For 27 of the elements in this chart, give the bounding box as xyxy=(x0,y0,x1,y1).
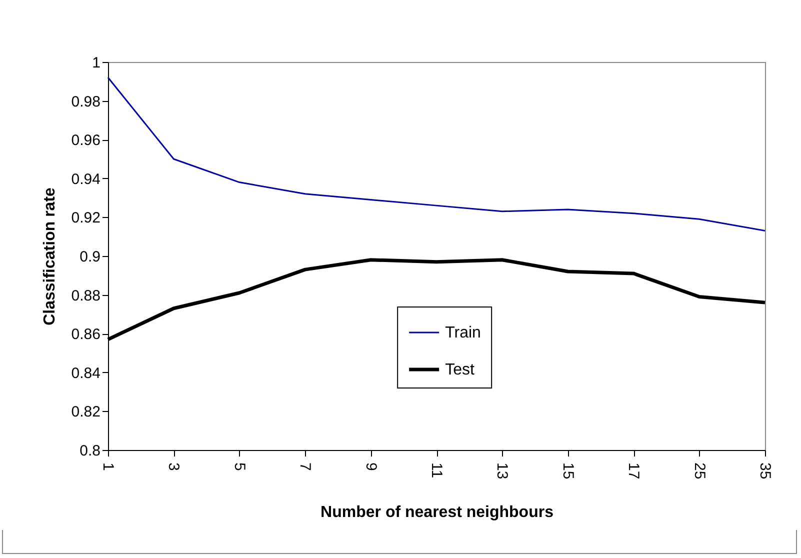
y-tick-label: 0.8 xyxy=(80,442,100,460)
x-tick-label: 15 xyxy=(559,462,576,480)
x-tick-label: 25 xyxy=(690,462,708,480)
x-tick-label: 35 xyxy=(756,462,774,480)
x-tick-label: 3 xyxy=(165,462,182,471)
y-tick-label: 0.96 xyxy=(71,132,100,150)
line-series xyxy=(107,76,766,232)
x-tick-label: 5 xyxy=(230,462,248,471)
x-tick-label: 13 xyxy=(494,462,511,480)
x-tick-label: 11 xyxy=(428,462,445,478)
y-tick-label: 0.88 xyxy=(71,287,100,304)
y-tick-label: 0.9 xyxy=(80,248,100,266)
x-tick-label: 17 xyxy=(625,462,642,480)
y-tick-label: 0.94 xyxy=(71,170,100,188)
y-tick-label: 0.92 xyxy=(71,210,100,227)
legend-label: Test xyxy=(445,361,475,378)
x-tick-label: 1 xyxy=(100,462,116,471)
legend-label: Train xyxy=(445,324,481,342)
y-tick-label: 0.84 xyxy=(71,364,100,382)
x-tick-label: 7 xyxy=(296,462,314,471)
y-tick-label: 0.86 xyxy=(71,326,100,344)
y-tick-label: 0.98 xyxy=(71,93,100,110)
y-axis-title: Classification rate xyxy=(41,187,58,326)
y-tick-label: 0.82 xyxy=(71,404,100,421)
x-tick-label: 9 xyxy=(362,462,380,471)
y-tick-label: 1 xyxy=(92,54,100,72)
x-axis-title: Number of nearest neighbours xyxy=(320,504,554,522)
